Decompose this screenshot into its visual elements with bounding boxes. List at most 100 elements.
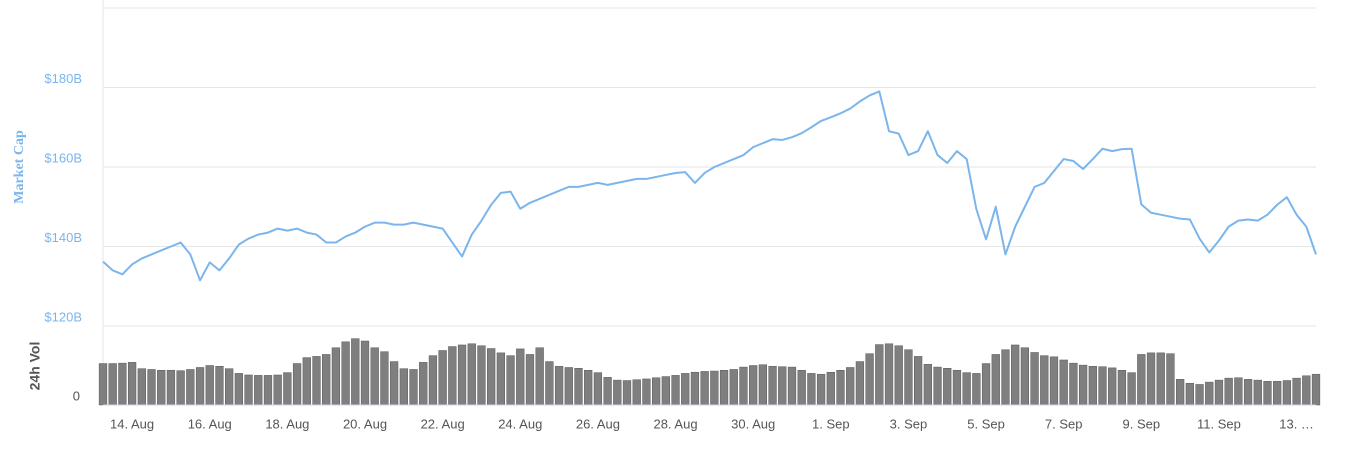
volume-bar: [642, 378, 651, 406]
volume-bar: [234, 373, 243, 406]
volume-bar: [195, 367, 205, 406]
volume-bar: [419, 362, 428, 406]
volume-bar: [846, 367, 855, 406]
volume-bar: [574, 368, 583, 406]
volume-bar: [943, 368, 952, 406]
volume-bar: [1214, 379, 1224, 406]
y-tick-label: 0: [73, 388, 80, 403]
volume-bar: [787, 366, 797, 406]
volume-bar: [632, 379, 641, 406]
volume-bar: [1001, 349, 1010, 406]
volume-bar: [729, 369, 738, 406]
volume-bar: [700, 371, 709, 406]
x-tick-label: 26. Aug: [576, 416, 620, 431]
volume-bar: [127, 362, 137, 406]
volume-bar: [651, 377, 661, 406]
y-tick-label: $180B: [44, 71, 82, 86]
volume-bar: [545, 361, 554, 406]
volume-bar: [225, 368, 234, 406]
x-tick-label: 1. Sep: [812, 416, 850, 431]
volume-bar: [1030, 352, 1039, 406]
volume-bar: [137, 368, 146, 406]
volume-bar: [302, 357, 311, 406]
volume-bar: [1224, 377, 1233, 406]
volume-bar: [1302, 375, 1311, 406]
volume-bar: [312, 356, 321, 406]
volume-bar: [448, 346, 457, 406]
volume-bar: [855, 361, 865, 406]
volume-axis-title: 24h Vol: [27, 342, 43, 391]
volume-bar: [1311, 373, 1321, 406]
volume-bar: [1263, 381, 1272, 406]
volume-bar: [1176, 379, 1185, 406]
y-tick-label: $160B: [44, 150, 82, 165]
x-tick-label: 16. Aug: [188, 416, 232, 431]
x-tick-label: 9. Sep: [1123, 416, 1161, 431]
volume-bar: [244, 374, 253, 406]
volume-bar: [1137, 354, 1146, 406]
y-axis-title: Market Cap: [12, 130, 27, 204]
volume-bar: [1088, 366, 1097, 406]
volume-bar: [768, 366, 777, 406]
volume-bar: [283, 372, 292, 406]
volume-bar: [1166, 353, 1175, 406]
volume-bar: [584, 369, 593, 406]
volume-bar: [1117, 369, 1127, 406]
volume-bar: [972, 373, 981, 406]
volume-bar: [962, 372, 971, 406]
volume-bar: [341, 341, 350, 406]
market-cap-line: [102, 90, 1317, 282]
volume-bar: [1098, 366, 1107, 406]
volume-bar: [914, 356, 923, 406]
volume-bar: [525, 354, 535, 406]
volume-bar: [98, 363, 108, 406]
x-tick-label: 22. Aug: [421, 416, 465, 431]
volume-bar: [933, 366, 942, 406]
volume-bar: [661, 376, 670, 406]
y-tick-label: $120B: [44, 309, 82, 324]
volume-bar: [331, 347, 341, 406]
volume-bar: [1127, 372, 1136, 406]
volume-bar: [1292, 377, 1301, 406]
volume-bar: [719, 369, 729, 406]
x-tick-label: 28. Aug: [653, 416, 697, 431]
volume-bar: [1011, 344, 1020, 406]
volume-bar: [894, 345, 903, 406]
volume-bar: [535, 347, 544, 406]
volume-bar: [1185, 383, 1194, 406]
volume-bar: [263, 375, 273, 406]
volume-bar: [215, 366, 224, 406]
volume-bar: [749, 365, 758, 406]
volume-bar: [923, 364, 932, 406]
volume-bar: [981, 363, 991, 406]
volume-bar: [1040, 355, 1049, 406]
volume-bar: [1069, 362, 1078, 406]
volume-bar: [622, 380, 632, 406]
x-tick-label: 30. Aug: [731, 416, 775, 431]
volume-bar: [176, 370, 185, 406]
volume-bar: [467, 343, 476, 406]
x-tick-label: 18. Aug: [265, 416, 309, 431]
volume-bar: [1078, 364, 1088, 406]
volume-bar: [593, 372, 603, 406]
volume-bar: [836, 369, 845, 406]
x-tick-label: 20. Aug: [343, 416, 387, 431]
volume-bar: [118, 362, 127, 406]
volume-bar: [1146, 352, 1156, 406]
volume-bar: [1234, 377, 1243, 406]
volume-bar: [370, 347, 379, 406]
volume-bar: [399, 368, 408, 406]
volume-bar: [166, 369, 176, 406]
volume-bar: [1205, 381, 1214, 406]
volume-bar: [1253, 379, 1262, 406]
volume-bar: [322, 354, 331, 406]
volume-bar: [108, 363, 117, 406]
volume-bar: [690, 371, 700, 406]
y-tick-label: $140B: [44, 230, 82, 245]
volume-bar: [904, 349, 913, 406]
volume-bar: [186, 369, 195, 406]
volume-bar: [457, 344, 467, 406]
volume-bar: [506, 355, 515, 406]
volume-bar: [865, 353, 874, 406]
